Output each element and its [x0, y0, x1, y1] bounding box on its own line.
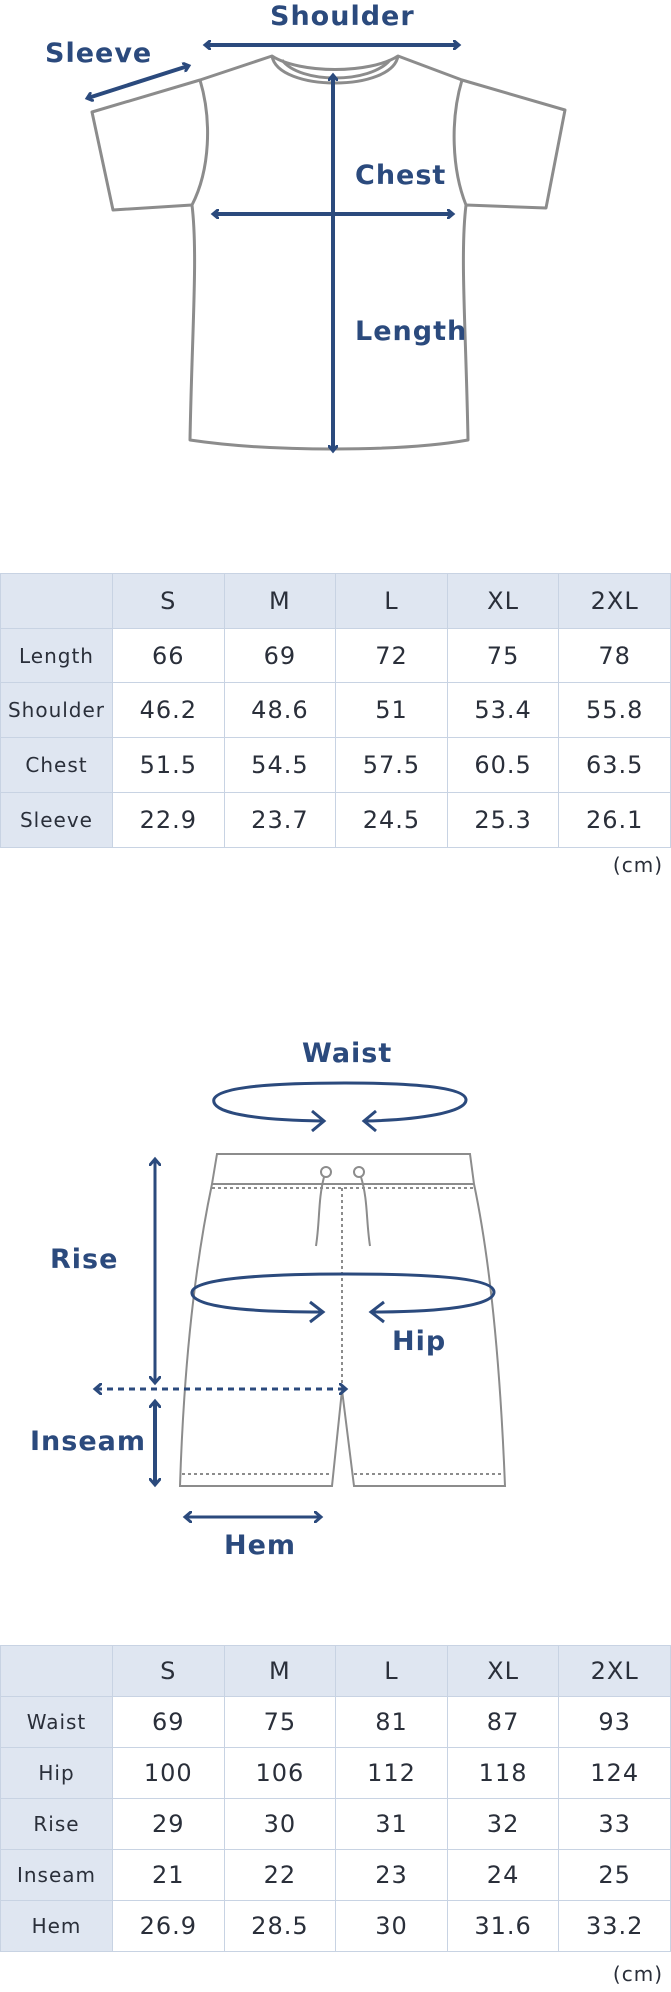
size-header: L	[335, 1645, 448, 1697]
row-label: Chest	[0, 737, 113, 793]
table-cell: 25.3	[446, 792, 560, 848]
row-label: Shoulder	[0, 682, 113, 738]
table-cell: 57.5	[335, 737, 448, 793]
shorts-size-table: S M L XL 2XL Waist 69 75 81 87 93 Hip 10…	[0, 1645, 671, 1952]
table-cell: 60.5	[446, 737, 560, 793]
size-header: L	[335, 573, 448, 629]
unit-label: (cm)	[612, 1962, 663, 1986]
table-cell: 25	[558, 1849, 671, 1901]
table-cell: 93	[558, 1696, 671, 1748]
table-row: Sleeve 22.9 23.7 24.5 25.3 26.1	[0, 792, 671, 848]
table-row: Chest 51.5 54.5 57.5 60.5 63.5	[0, 737, 671, 793]
size-header: M	[223, 1645, 337, 1697]
length-label: Length	[355, 316, 467, 347]
table-cell: 75	[446, 628, 560, 683]
table-cell: 78	[558, 628, 671, 683]
size-header: M	[223, 573, 337, 629]
table-cell: 22	[223, 1849, 337, 1901]
table-cell: 66	[112, 628, 225, 683]
table-cell: 24.5	[335, 792, 448, 848]
table-cell: 124	[558, 1747, 671, 1799]
size-header: 2XL	[558, 573, 671, 629]
sleeve-arrow	[88, 66, 188, 98]
table-corner	[0, 1645, 113, 1697]
sleeve-seam-left	[190, 79, 210, 206]
inseam-label: Inseam	[30, 1426, 146, 1457]
tshirt-section: Shoulder Sleeve Chest Length S M L XL 2X…	[0, 0, 671, 877]
shorts-diagram: Waist Rise Hip Inseam Hem	[30, 1038, 507, 1561]
row-label: Inseam	[0, 1849, 113, 1901]
table-cell: 69	[112, 1696, 225, 1748]
table-cell: 69	[223, 628, 337, 683]
table-cell: 29	[112, 1798, 225, 1850]
table-cell: 112	[335, 1747, 448, 1799]
size-header: S	[112, 573, 225, 629]
table-cell: 46.2	[112, 682, 225, 738]
waist-arrow	[212, 1081, 468, 1133]
table-cell: 51	[335, 682, 448, 738]
table-cell: 63.5	[558, 737, 671, 793]
table-row: Hem 26.9 28.5 30 31.6 33.2	[0, 1900, 671, 1952]
table-row: Shoulder 46.2 48.6 51 53.4 55.8	[0, 682, 671, 738]
table-cell: 55.8	[558, 682, 671, 738]
row-label: Hip	[0, 1747, 113, 1799]
size-header: XL	[446, 1645, 560, 1697]
table-corner	[0, 573, 113, 629]
table-cell: 32	[446, 1798, 560, 1850]
hip-arrow	[190, 1272, 496, 1324]
table-cell: 87	[446, 1696, 560, 1748]
table-cell: 33.2	[558, 1900, 671, 1952]
sleeve-seam-right	[452, 79, 468, 206]
tshirt-size-table: S M L XL 2XL Length 66 69 72 75 78 Shoul…	[0, 573, 671, 848]
row-label: Sleeve	[0, 792, 113, 848]
table-cell: 28.5	[223, 1900, 337, 1952]
unit-label: (cm)	[612, 853, 663, 877]
table-row: Waist 69 75 81 87 93	[0, 1696, 671, 1748]
table-cell: 106	[223, 1747, 337, 1799]
table-cell: 30	[335, 1900, 448, 1952]
table-cell: 54.5	[223, 737, 337, 793]
table-cell: 75	[223, 1696, 337, 1748]
size-header: S	[112, 1645, 225, 1697]
hip-label: Hip	[392, 1326, 446, 1357]
rise-label: Rise	[50, 1244, 118, 1275]
tshirt-outline	[90, 54, 567, 451]
waist-label: Waist	[302, 1038, 392, 1069]
size-header: 2XL	[558, 1645, 671, 1697]
row-label: Rise	[0, 1798, 113, 1850]
table-cell: 24	[446, 1849, 560, 1901]
table-cell: 72	[335, 628, 448, 683]
table-cell: 31.6	[446, 1900, 560, 1952]
table-cell: 81	[335, 1696, 448, 1748]
shorts-outline	[178, 1153, 507, 1487]
row-label: Hem	[0, 1900, 113, 1952]
table-cell: 51.5	[112, 737, 225, 793]
table-cell: 31	[335, 1798, 448, 1850]
table-cell: 26.1	[558, 792, 671, 848]
table-cell: 48.6	[223, 682, 337, 738]
size-header: XL	[446, 573, 560, 629]
table-cell: 100	[112, 1747, 225, 1799]
table-row: Rise 29 30 31 32 33	[0, 1798, 671, 1850]
sleeve-label: Sleeve	[45, 38, 152, 69]
table-cell: 26.9	[112, 1900, 225, 1952]
table-cell: 53.4	[446, 682, 560, 738]
row-label: Waist	[0, 1696, 113, 1748]
table-cell: 33	[558, 1798, 671, 1850]
shoulder-label: Shoulder	[270, 1, 415, 32]
table-cell: 22.9	[112, 792, 225, 848]
table-row: Hip 100 106 112 118 124	[0, 1747, 671, 1799]
table-row: Inseam 21 22 23 24 25	[0, 1849, 671, 1901]
table-cell: 23	[335, 1849, 448, 1901]
table-cell: 23.7	[223, 792, 337, 848]
table-row: Length 66 69 72 75 78	[0, 628, 671, 683]
shorts-section: Waist Rise Hip Inseam Hem S M L XL 2XL W…	[0, 1000, 671, 1992]
table-cell: 30	[223, 1798, 337, 1850]
chest-label: Chest	[355, 160, 446, 191]
table-cell: 118	[446, 1747, 560, 1799]
hem-label: Hem	[224, 1530, 296, 1561]
row-label: Length	[0, 628, 113, 683]
tshirt-diagram: Shoulder Sleeve Chest Length	[45, 1, 567, 500]
table-cell: 21	[112, 1849, 225, 1901]
